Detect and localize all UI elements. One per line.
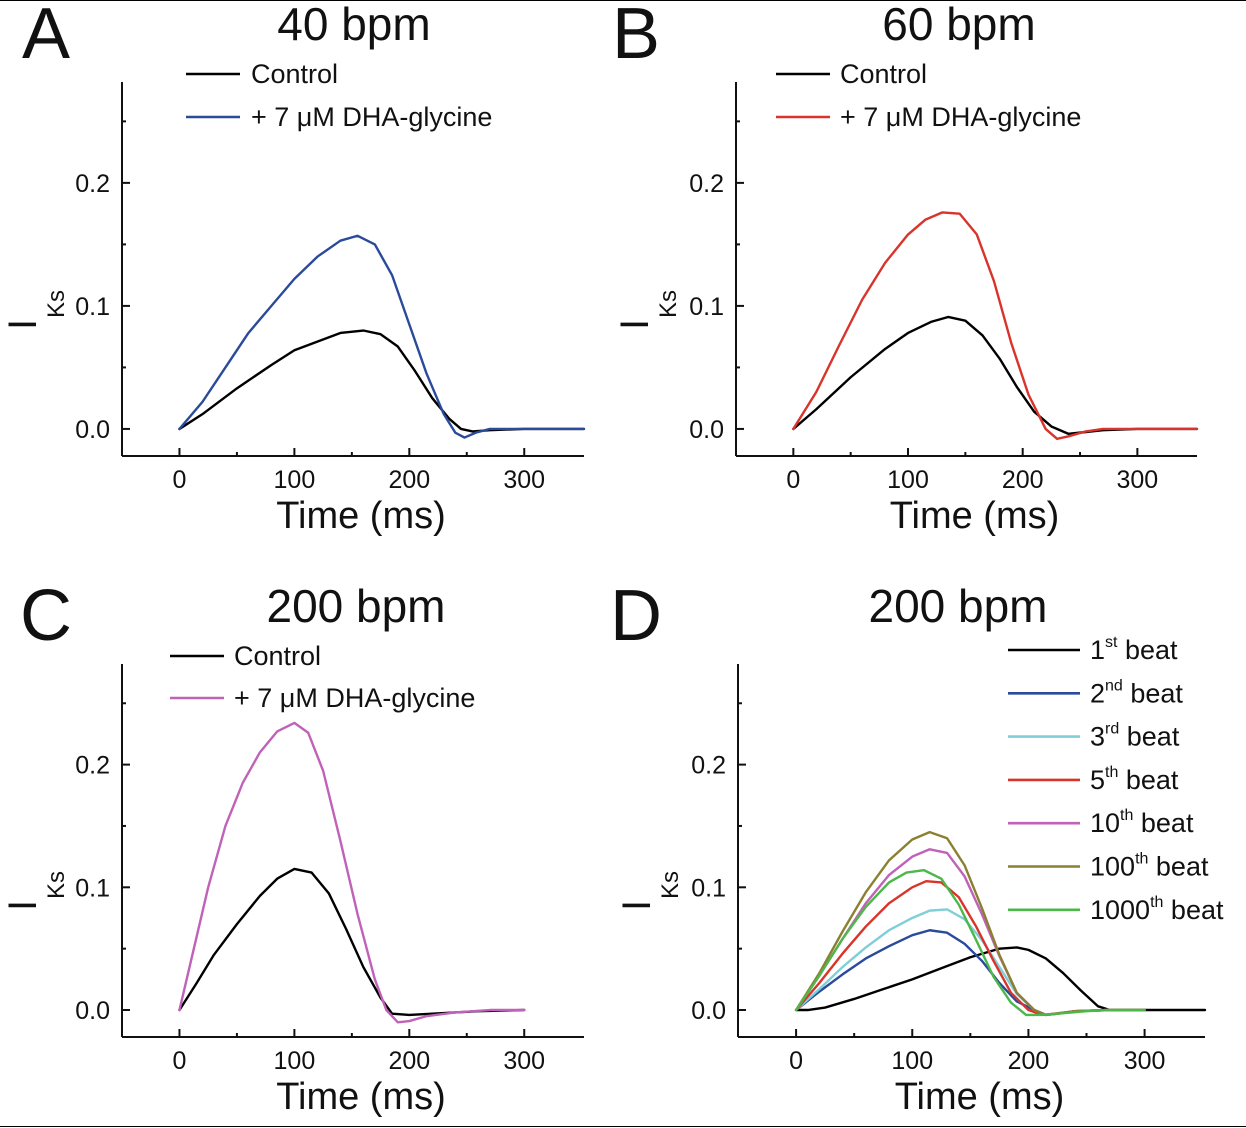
legend-label-1: + 7 μM DHA-glycine: [840, 102, 1081, 132]
panel-a: A 40 bpm 0 100 200 300 0.0 0.1 0.2 Time (ms) IKs Co…: [1, 0, 586, 537]
x-tick-label: 200: [1002, 466, 1044, 494]
x-tick-label: 300: [503, 466, 545, 494]
panel-b-legend: Control + 7 μM DHA-glycine: [776, 59, 1081, 132]
x-tick-label: 0: [789, 1047, 803, 1075]
series-line-0: [794, 946, 1207, 1012]
x-tick-label: 200: [388, 466, 430, 494]
y-tick-label: 0.2: [691, 752, 726, 780]
y-tick-label: 0.1: [75, 293, 110, 321]
panel-b-x-axis-title: Time (ms): [890, 495, 1060, 537]
panel-a-letter: A: [22, 0, 70, 74]
panel-d-y-axis-title: IKs: [615, 871, 684, 911]
panel-c-title: 200 bpm: [266, 580, 445, 632]
y-tick-label: 0.0: [75, 416, 110, 444]
y-axis-title-main: I: [613, 319, 657, 330]
legend-label-0: Control: [840, 59, 927, 89]
x-tick-label: 300: [503, 1047, 545, 1075]
series-line-1: [792, 211, 1199, 440]
legend-label-0: Control: [234, 641, 321, 671]
panel-c-x-axis-title: Time (ms): [276, 1076, 446, 1118]
legend-label-6: 1000th beat: [1090, 894, 1224, 925]
x-tick-label: 100: [891, 1047, 933, 1075]
panel-b-title: 60 bpm: [882, 0, 1035, 50]
panel-a-title: 40 bpm: [277, 0, 430, 50]
y-tick-label: 0.2: [689, 170, 724, 198]
y-tick-label: 0.0: [691, 997, 726, 1025]
y-tick-label: 0.0: [75, 997, 110, 1025]
y-tick-label: 0.0: [689, 416, 724, 444]
y-tick-label: 0.1: [689, 293, 724, 321]
legend-label-1: + 7 μM DHA-glycine: [251, 102, 492, 132]
panel-b-y-axis-title: IKs: [613, 290, 682, 330]
y-tick-label: 0.1: [75, 874, 110, 902]
panel-b-letter: B: [612, 0, 660, 74]
legend-label-1: + 7 μM DHA-glycine: [234, 683, 475, 713]
y-tick-label: 0.1: [691, 874, 726, 902]
panel-a-y-axis-title: IKs: [1, 290, 70, 330]
panel-c: C 200 bpm 0 100 200 300 0.0 0.1 0.2 Time (ms) IKs C…: [1, 576, 584, 1118]
series-line-0: [178, 867, 526, 1017]
legend-label-1: 2nd beat: [1090, 677, 1183, 708]
panel-c-legend: Control + 7 μM DHA-glycine: [170, 641, 475, 713]
panel-d-letter: D: [610, 576, 662, 656]
legend-label-3: 5th beat: [1090, 764, 1179, 795]
series-line-0: [178, 329, 586, 433]
x-tick-label: 0: [173, 466, 187, 494]
series-line-1: [178, 234, 586, 439]
y-axis-title-main: I: [615, 900, 659, 911]
y-axis-title-subscript: Ks: [657, 871, 684, 899]
panel-b: B 60 bpm 0 100 200 300 0.0 0.1 0.2 Time (ms) IKs Co…: [612, 0, 1199, 537]
panel-a-legend: Control + 7 μM DHA-glycine: [186, 59, 492, 132]
panel-d-x-axis-title: Time (ms): [895, 1076, 1065, 1118]
x-tick-label: 200: [1008, 1047, 1050, 1075]
y-tick-label: 0.2: [75, 752, 110, 780]
x-tick-label: 200: [388, 1047, 430, 1075]
y-axis-title-main: I: [1, 900, 45, 911]
x-tick-label: 0: [173, 1047, 187, 1075]
panel-d-title: 200 bpm: [868, 580, 1047, 632]
legend-label-5: 100th beat: [1090, 851, 1209, 882]
legend-label-0: Control: [251, 59, 338, 89]
x-tick-label: 100: [274, 1047, 316, 1075]
panel-c-letter: C: [20, 576, 72, 656]
y-axis-title-main: I: [1, 319, 45, 330]
series-line-6: [794, 868, 1146, 1017]
x-tick-label: 300: [1124, 1047, 1166, 1075]
x-tick-label: 100: [887, 466, 929, 494]
series-line-1: [178, 721, 526, 1024]
panel-d-legend: 1st beat 2nd beat 3rd beat 5th beat 10th bea…: [1008, 634, 1224, 925]
x-tick-label: 300: [1117, 466, 1159, 494]
y-tick-label: 0.2: [75, 170, 110, 198]
panel-a-x-axis-title: Time (ms): [276, 495, 446, 537]
panel-c-y-axis-title: IKs: [1, 871, 70, 911]
legend-label-2: 3rd beat: [1090, 721, 1180, 752]
legend-label-4: 10th beat: [1090, 807, 1194, 838]
y-axis-title-subscript: Ks: [43, 871, 70, 899]
x-tick-label: 0: [786, 466, 800, 494]
x-tick-label: 100: [274, 466, 316, 494]
panel-d: D 200 bpm 0 100 200 300 0.0 0.1 0.2 Time (ms) IKs 1…: [610, 576, 1224, 1118]
y-axis-title-subscript: Ks: [655, 290, 682, 318]
y-axis-title-subscript: Ks: [43, 290, 70, 318]
legend-label-0: 1st beat: [1090, 634, 1178, 665]
